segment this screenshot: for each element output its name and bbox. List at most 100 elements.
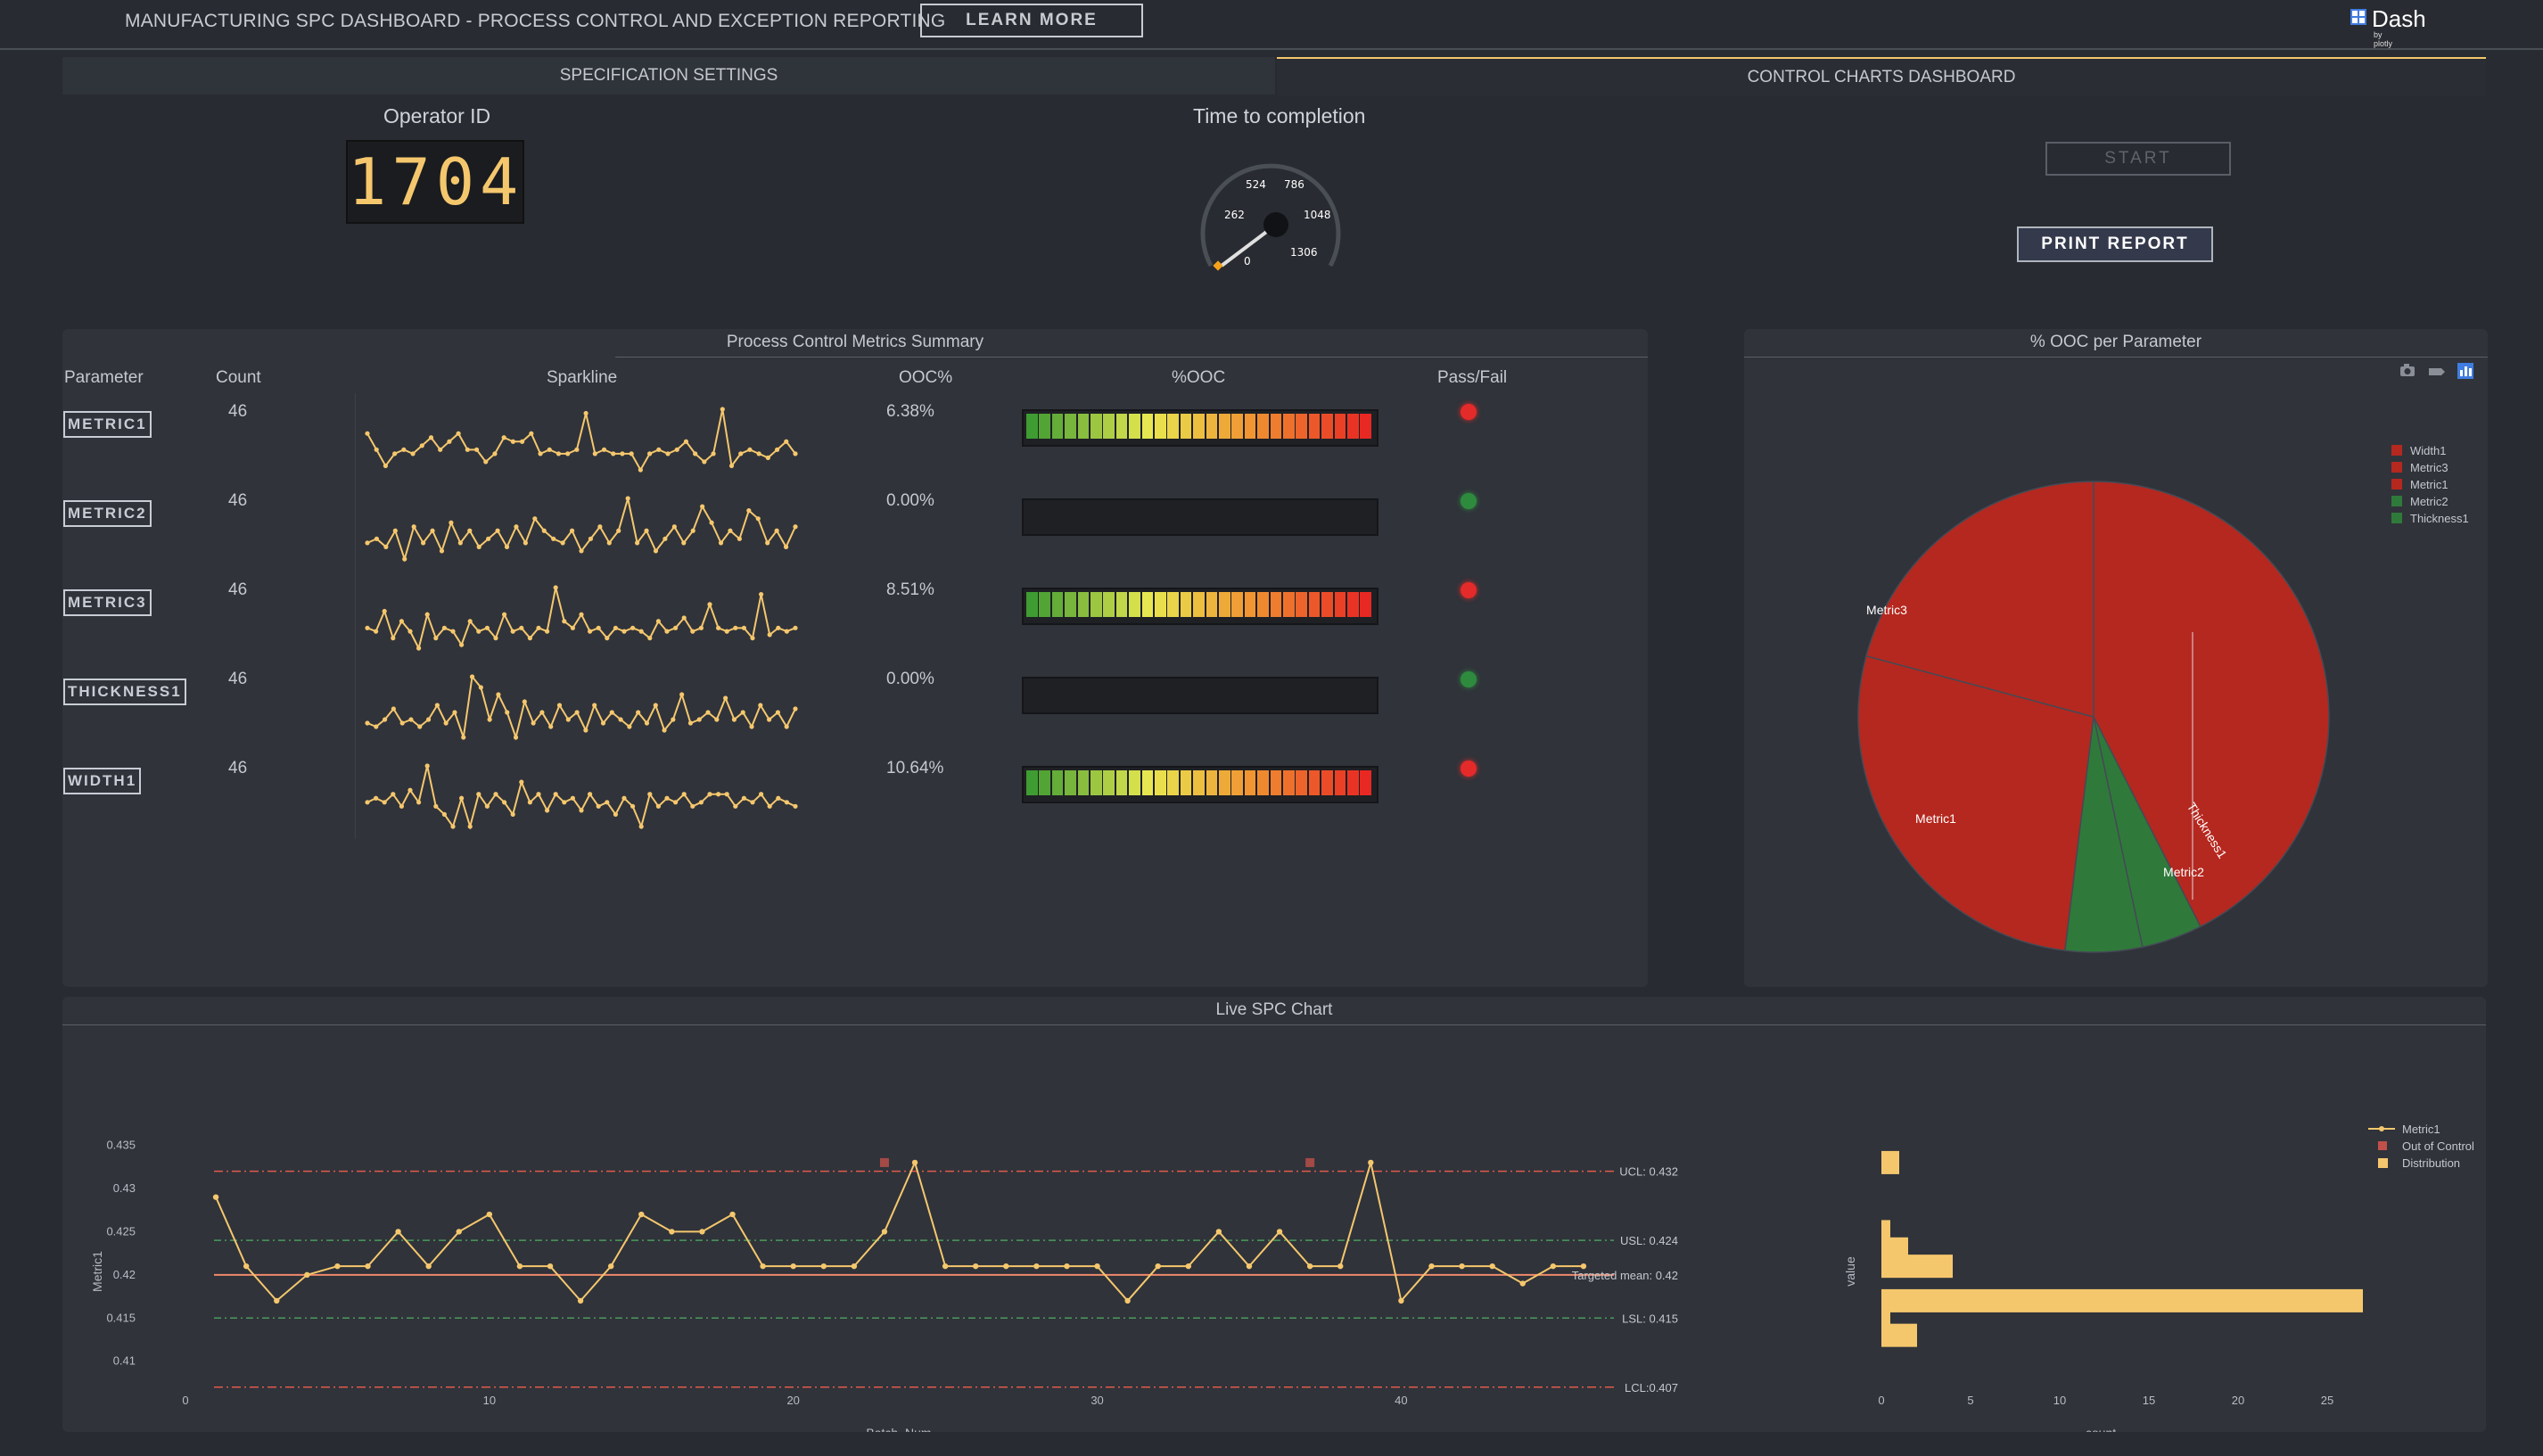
ooc-led-segment <box>1090 414 1102 439</box>
metric1-data-point[interactable] <box>1519 1280 1526 1287</box>
row-ooc-percent: 6.38% <box>886 402 934 421</box>
metric1-data-point[interactable] <box>790 1263 796 1270</box>
sparkline-point <box>613 625 618 630</box>
sparkline-point <box>382 800 387 805</box>
metric1-data-point[interactable] <box>365 1263 371 1270</box>
metric1-data-point[interactable] <box>1276 1229 1283 1235</box>
learn-more-button[interactable]: LEARN MORE <box>920 4 1143 37</box>
metric1-data-point[interactable] <box>1094 1263 1100 1270</box>
parameter-button-metric1[interactable]: METRIC1 <box>63 411 152 438</box>
ooc-led-segment <box>1180 592 1192 617</box>
row-count: 46 <box>228 759 248 777</box>
ooc-led-bar <box>1022 588 1378 625</box>
metric1-data-point[interactable] <box>669 1229 675 1235</box>
distribution-bar[interactable] <box>1881 1150 1899 1174</box>
pie-slice-metric1[interactable] <box>1857 654 2094 951</box>
distribution-bar[interactable] <box>1881 1323 1917 1347</box>
sparkline-point <box>433 636 439 641</box>
camera-icon[interactable] <box>2400 364 2415 376</box>
metric1-data-point[interactable] <box>304 1271 310 1279</box>
start-button[interactable]: START <box>2045 142 2231 176</box>
metric1-data-point[interactable] <box>1003 1263 1009 1270</box>
distribution-bar[interactable] <box>1881 1302 1890 1326</box>
eraser-icon[interactable] <box>2429 368 2445 375</box>
metric1-data-point[interactable] <box>881 1229 888 1235</box>
completion-gauge: 0 262 524 786 1048 1306 <box>1200 163 1341 271</box>
metric1-data-point[interactable] <box>1398 1297 1404 1304</box>
metric1-data-point[interactable] <box>395 1229 401 1235</box>
hist-x-tick-label: 0 <box>1878 1394 1884 1407</box>
sparkline-point <box>728 528 733 533</box>
metric1-data-point[interactable] <box>1337 1263 1344 1270</box>
metric1-data-point[interactable] <box>1185 1263 1192 1270</box>
out-of-control-marker[interactable] <box>879 1157 889 1167</box>
gauge-tick-262: 262 <box>1224 209 1245 221</box>
metric1-data-point[interactable] <box>1428 1263 1435 1270</box>
metric1-data-point[interactable] <box>729 1211 736 1218</box>
sparkline-point <box>502 612 507 617</box>
distribution-bar[interactable] <box>1881 1220 1890 1244</box>
ooc-led-segment <box>1347 414 1359 439</box>
distribution-bar[interactable] <box>1881 1288 2363 1312</box>
ooc-led-segment <box>1308 770 1321 795</box>
tab-specification-settings[interactable]: SPECIFICATION SETTINGS <box>62 57 1275 95</box>
metric1-data-point[interactable] <box>1550 1263 1557 1270</box>
tab-control-charts-dashboard[interactable]: CONTROL CHARTS DASHBOARD <box>1277 57 2486 96</box>
metric1-data-point[interactable] <box>516 1263 523 1270</box>
print-report-button[interactable]: PRINT REPORT <box>2017 226 2213 262</box>
sparkline-point <box>519 779 524 785</box>
sparkline-point <box>407 629 413 634</box>
metric1-data-point[interactable] <box>607 1263 614 1270</box>
sparkline-point <box>447 439 452 444</box>
metric1-data-point[interactable] <box>456 1229 462 1235</box>
metric1-data-point[interactable] <box>1155 1263 1161 1270</box>
metric1-data-point[interactable] <box>911 1159 918 1166</box>
metric1-data-point[interactable] <box>547 1263 554 1270</box>
metric1-data-point[interactable] <box>334 1263 341 1270</box>
hist-y-axis-title: value <box>1843 1256 1857 1287</box>
metric1-data-point[interactable] <box>973 1263 979 1270</box>
metric1-data-point[interactable] <box>820 1263 827 1270</box>
metric1-data-point[interactable] <box>577 1297 584 1304</box>
metric1-data-point[interactable] <box>212 1194 219 1200</box>
parameter-button-metric2[interactable]: METRIC2 <box>63 500 152 527</box>
sparkline-point <box>720 407 725 412</box>
metric1-data-point[interactable] <box>851 1263 858 1270</box>
gauge-track <box>1200 163 1341 267</box>
distribution-bar[interactable] <box>1881 1254 1953 1279</box>
metric1-data-point[interactable] <box>425 1263 432 1270</box>
parameter-button-metric3[interactable]: METRIC3 <box>63 589 152 616</box>
ooc-led-segment <box>1193 770 1205 795</box>
metric1-data-point[interactable] <box>1246 1263 1253 1270</box>
metric1-series-line <box>215 1159 1584 1304</box>
metric1-data-point[interactable] <box>699 1229 705 1235</box>
pie-legend-swatch <box>2391 479 2402 489</box>
metric1-data-point[interactable] <box>1459 1263 1465 1270</box>
metric1-data-point[interactable] <box>638 1211 645 1218</box>
pie-slice-width1[interactable] <box>2093 481 2330 928</box>
plotly-icon[interactable] <box>2457 363 2473 379</box>
metric1-data-point[interactable] <box>1124 1297 1131 1304</box>
out-of-control-marker[interactable] <box>1305 1157 1315 1167</box>
metric1-data-point[interactable] <box>1489 1263 1495 1270</box>
parameter-button-thickness1[interactable]: THICKNESS1 <box>63 679 186 705</box>
metric1-data-point[interactable] <box>760 1263 766 1270</box>
sparkline-point <box>759 792 764 797</box>
metric1-data-point[interactable] <box>1580 1263 1587 1270</box>
metric1-data-point[interactable] <box>1064 1263 1070 1270</box>
pie-legend-swatch <box>2391 496 2402 506</box>
metric1-data-point[interactable] <box>942 1263 949 1270</box>
metric1-data-point[interactable] <box>1368 1159 1374 1166</box>
ooc-pie-chart: Metric3 Metric1 Thickness1 Metric2 Width1 Met… <box>1857 444 2469 953</box>
metric1-data-point[interactable] <box>1033 1263 1040 1270</box>
metric1-data-point[interactable] <box>486 1211 493 1218</box>
ooc-led-segment <box>1103 770 1115 795</box>
parameter-button-width1[interactable]: WIDTH1 <box>63 768 142 794</box>
metric1-data-point[interactable] <box>243 1263 250 1270</box>
metric1-data-point[interactable] <box>1215 1229 1222 1235</box>
pie-slice-metric3[interactable] <box>1865 481 2094 718</box>
metric1-data-point[interactable] <box>274 1297 280 1304</box>
metric1-data-point[interactable] <box>1306 1263 1313 1270</box>
sparkline-point <box>693 451 698 457</box>
pie-legend-item: Thickness1 <box>2410 512 2469 525</box>
